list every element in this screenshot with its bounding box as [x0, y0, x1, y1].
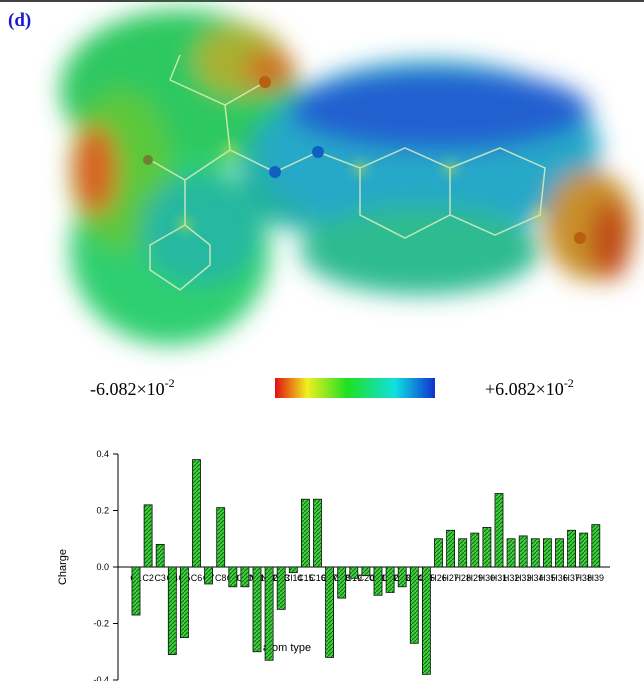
bar-hatch [410, 567, 419, 644]
bar-hatch [144, 504, 153, 567]
bar-hatch [446, 530, 455, 567]
x-tick-label: C3 [154, 573, 166, 583]
y-tick-label: -0.4 [93, 675, 109, 681]
x-tick-label: H29 [467, 573, 484, 583]
bar-hatch [591, 524, 600, 567]
bar-hatch [434, 538, 443, 567]
bar-hatch [579, 533, 588, 567]
x-tick-label: H37 [563, 573, 580, 583]
x-tick-label: H28 [454, 573, 471, 583]
bar-hatch [132, 567, 140, 616]
bar-hatch [301, 499, 310, 567]
bar-hatch [192, 459, 201, 567]
y-tick-label: -0.2 [93, 619, 109, 629]
bar-hatch [156, 544, 165, 567]
bar-hatch [337, 567, 346, 599]
bar-hatch [422, 567, 431, 675]
colorbar-max-mantissa: +6.082×10 [485, 379, 564, 399]
y-tick-label: 0.4 [96, 449, 109, 459]
colorbar [275, 378, 435, 398]
y-axis-label: Charge [57, 549, 69, 585]
bar-hatch [361, 567, 370, 576]
bar-hatch [519, 535, 528, 567]
bar-hatch [277, 567, 286, 610]
x-tick-label: C6 [191, 573, 203, 583]
bar-hatch [240, 567, 249, 587]
bar-hatch [398, 567, 407, 587]
bar-hatch [289, 567, 298, 573]
bar-hatch [228, 567, 237, 587]
bar-hatch [204, 567, 213, 584]
bar-hatch [313, 499, 322, 567]
bar-hatch [253, 567, 261, 652]
x-tick-label: H27 [442, 573, 459, 583]
bar-hatch [482, 527, 491, 567]
bar-hatch [531, 538, 540, 567]
bar-hatch [543, 538, 552, 567]
y-tick-label: 0.0 [96, 562, 109, 572]
panel-label: (d) [8, 10, 31, 31]
bar-hatch [180, 567, 189, 638]
bar-hatch [495, 493, 503, 567]
bar-hatch [325, 567, 334, 658]
bar-hatch [555, 538, 564, 567]
mep-surface [60, 10, 635, 345]
x-tick-label: H31 [491, 573, 508, 583]
bar-hatch [470, 533, 479, 567]
x-tick-label: Cl14 [284, 573, 303, 583]
bar-hatch [507, 538, 516, 567]
x-tick-label: C2 [142, 573, 154, 583]
x-tick-label: H34 [527, 573, 544, 583]
colorbar-min-mantissa: -6.082×10 [90, 379, 165, 399]
x-tick-label: C20 [358, 573, 375, 583]
colorbar-max-exponent: -2 [564, 376, 574, 390]
bar-hatch [458, 538, 467, 567]
bar-hatch [168, 567, 177, 655]
bar-hatch [386, 567, 395, 593]
x-tick-label: C16 [309, 573, 326, 583]
bar-hatch [567, 530, 576, 567]
colorbar-max: +6.082×10-2 [485, 376, 574, 399]
bar-hatch [374, 567, 382, 596]
x-tick-label: C8 [215, 573, 227, 583]
x-axis-label: atom type [263, 642, 311, 654]
y-tick-label: 0.2 [96, 506, 109, 516]
x-tick-label: H36 [551, 573, 568, 583]
x-tick-label: H30 [479, 573, 496, 583]
bar-hatch [349, 567, 358, 579]
x-tick-label: H39 [588, 573, 605, 583]
x-tick-label: H35 [539, 573, 556, 583]
x-tick-label: H26 [430, 573, 447, 583]
x-tick-label: H33 [515, 573, 532, 583]
bar-hatch [265, 567, 274, 661]
x-tick-label: C15 [297, 573, 314, 583]
colorbar-min-exponent: -2 [165, 376, 175, 390]
x-tick-label: H38 [575, 573, 592, 583]
colorbar-min: -6.082×10-2 [90, 376, 175, 399]
bar-hatch [216, 507, 225, 567]
x-tick-label: H32 [503, 573, 520, 583]
